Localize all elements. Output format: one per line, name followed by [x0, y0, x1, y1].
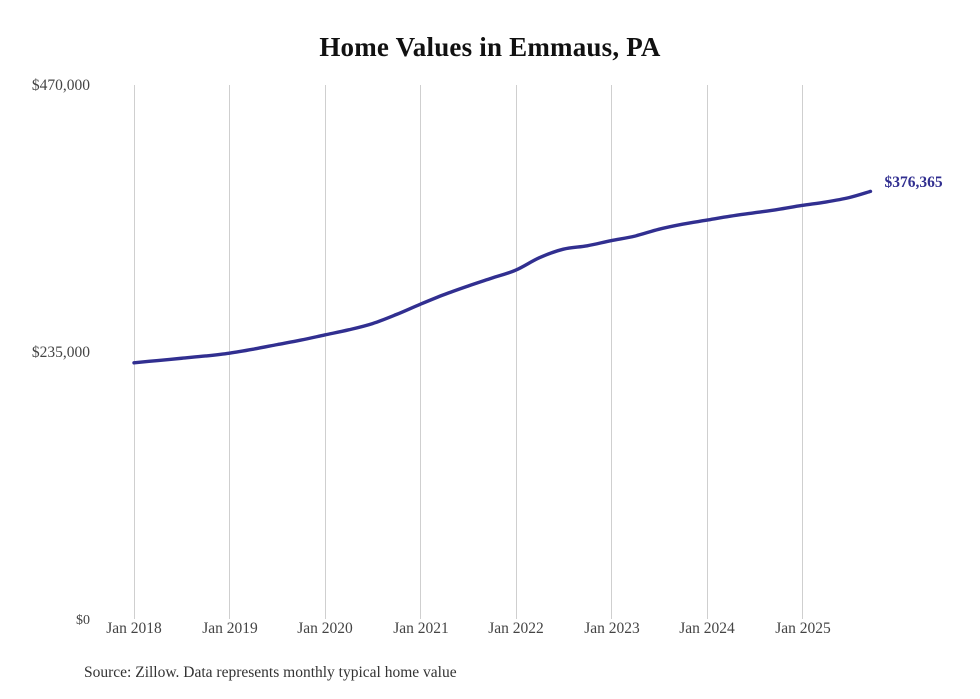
x-axis-tick-label-4: Jan 2021 — [393, 620, 449, 637]
x-axis-tick-label-3: Jan 2020 — [297, 620, 353, 637]
endpoint-value-annotation: $376,365 — [884, 174, 943, 192]
gridline-jan-2018 — [134, 85, 135, 619]
x-axis-tick-label-7: Jan 2024 — [679, 620, 735, 637]
series-line-group — [132, 189, 873, 365]
source-footnote: Source: Zillow. Data represents monthly … — [84, 664, 457, 681]
x-axis-tick-label-1: Jan 2018 — [106, 620, 162, 637]
y-axis-tick-label-235000: $235,000 — [31, 344, 90, 361]
gridline-jan-2020 — [325, 85, 326, 619]
plot-area — [132, 85, 873, 619]
gridline-jan-2021 — [420, 85, 421, 619]
chart-title: Home Values in Emmaus, PA — [319, 32, 661, 62]
gridline-jan-2022 — [516, 85, 517, 619]
x-axis-tick-label-2: Jan 2019 — [202, 620, 258, 637]
gridline-jan-2023 — [611, 85, 612, 619]
series-line-typical-home-value — [132, 189, 873, 365]
x-axis-tick-label-6: Jan 2023 — [584, 620, 640, 637]
y-axis-tick-label-0: $0 — [76, 613, 90, 628]
y-axis-tick-label-470000: $470,000 — [31, 77, 90, 94]
x-axis-tick-label-5: Jan 2022 — [488, 620, 544, 637]
gridline-jan-2024 — [707, 85, 708, 619]
x-axis-tick-label-8: Jan 2025 — [775, 620, 831, 637]
gridline-jan-2025 — [802, 85, 803, 619]
